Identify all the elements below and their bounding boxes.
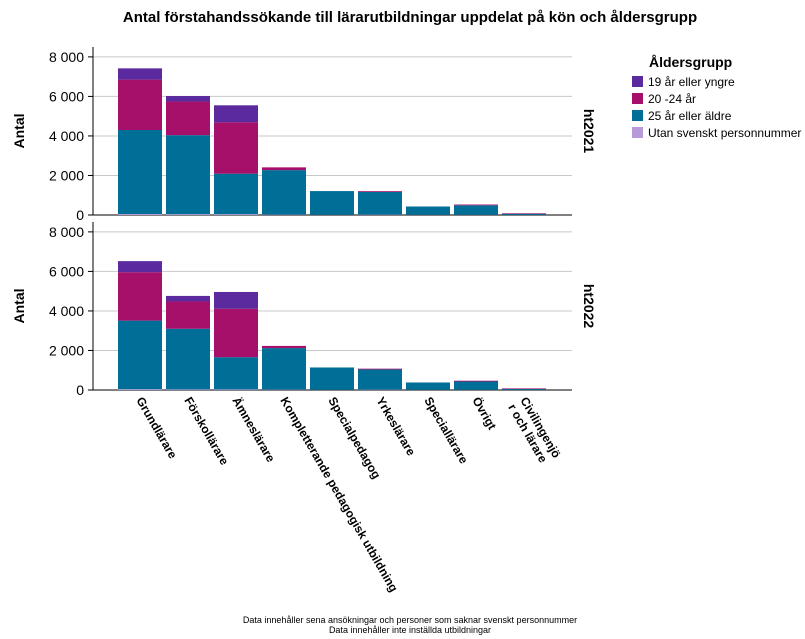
category-label: Grundlärare (133, 395, 180, 462)
bar-ht2021-1-25-r-eller-ldre (166, 135, 210, 215)
y-tick-label: 0 (76, 207, 84, 223)
bar-ht2022-1-20-24-r (166, 301, 210, 329)
bar-ht2021-1-utan-svenskt-personnummer (166, 214, 210, 215)
bar-ht2021-8-20-24-r (502, 213, 546, 214)
bar-ht2021-1-20-24-r (166, 101, 210, 136)
panel-ht2022: 0 2 000 4 000 6 000 8 000 Antal ht2022 (11, 222, 597, 398)
bar-ht2022-1-19-r-eller-yngre (166, 295, 210, 302)
category-label: Speciallärare (421, 395, 471, 467)
bar-ht2021-7-25-r-eller-ldre (454, 205, 498, 215)
legend-entry: 20 -24 år (648, 92, 696, 106)
bar-ht2021-2-20-24-r (214, 122, 258, 174)
y-tick-label: 6 000 (49, 263, 84, 279)
y-axis-label: Antal (11, 289, 27, 324)
bar-ht2022-8-20-24-r (502, 388, 546, 390)
bar-ht2021-0-25-r-eller-ldre (118, 130, 162, 215)
y-tick-label: 4 000 (49, 303, 84, 319)
legend-title: Åldersgrupp (649, 54, 732, 70)
legend-swatch (632, 76, 643, 87)
legend-entry: Utan svenskt personnummer (648, 126, 801, 140)
bar-ht2021-2-utan-svenskt-personnummer (214, 214, 258, 215)
bar-ht2022-5-20-24-r (358, 368, 402, 370)
y-tick-label: 6 000 (49, 88, 84, 104)
bar-ht2022-0-20-24-r (118, 272, 162, 321)
y-tick-label: 2 000 (49, 167, 84, 183)
bar-ht2021-4-25-r-eller-ldre (310, 191, 354, 215)
bar-ht2022-4-25-r-eller-ldre (310, 367, 354, 390)
category-label: Övrigt (469, 394, 500, 432)
bar-ht2021-2-25-r-eller-ldre (214, 173, 258, 215)
category-label: Specialpedagog (325, 395, 383, 482)
footnote-2: Data innehåller inte inställda utbildnin… (329, 625, 491, 635)
legend-swatch (632, 93, 643, 104)
legend: Åldersgrupp 19 år eller yngre 20 -24 år 25 … (632, 54, 801, 140)
bar-ht2022-8-25-r-eller-ldre (502, 389, 546, 390)
bar-ht2022-2-25-r-eller-ldre (214, 357, 258, 390)
bar-ht2022-2-19-r-eller-yngre (214, 291, 258, 309)
y-tick-label: 4 000 (49, 128, 84, 144)
bar-ht2022-2-utan-svenskt-personnummer (214, 389, 258, 390)
bar-ht2022-1-utan-svenskt-personnummer (166, 389, 210, 390)
bar-ht2021-5-25-r-eller-ldre (358, 191, 402, 215)
bar-ht2022-0-19-r-eller-yngre (118, 261, 162, 273)
bar-ht2022-7-25-r-eller-ldre (454, 381, 498, 390)
bar-ht2021-3-25-r-eller-ldre (262, 170, 306, 215)
bar-ht2022-0-utan-svenskt-personnummer (118, 389, 162, 390)
chart-panels: 0 2 000 4 000 6 000 8 000 Antal ht2021 0 2 000 4 … (11, 47, 597, 398)
bar-ht2022-3-25-r-eller-ldre (262, 348, 306, 390)
y-tick-label: 2 000 (49, 342, 84, 358)
bar-ht2021-6-25-r-eller-ldre (406, 206, 450, 215)
bar-ht2021-1-19-r-eller-yngre (166, 96, 210, 102)
category-label: Yrkeslärare (373, 395, 418, 459)
y-tick-label: 0 (76, 382, 84, 398)
bar-ht2021-0-19-r-eller-yngre (118, 68, 162, 80)
footnote-1: Data innehåller sena ansökningar och per… (243, 615, 577, 625)
panel-label: ht2022 (581, 284, 597, 329)
bar-ht2022-6-25-r-eller-ldre (406, 382, 450, 390)
bar-ht2021-2-19-r-eller-yngre (214, 105, 258, 123)
legend-swatch (632, 110, 643, 121)
bar-ht2022-7-20-24-r (454, 380, 498, 382)
legend-swatch (632, 127, 643, 138)
bar-ht2021-0-20-24-r (118, 79, 162, 131)
bar-ht2022-5-25-r-eller-ldre (358, 369, 402, 390)
bar-ht2021-5-20-24-r (358, 191, 402, 192)
category-label: Ämneslärare (229, 394, 279, 465)
category-label: Förskollärare (181, 395, 231, 468)
y-tick-label: 8 000 (49, 49, 84, 65)
bar-ht2021-0-utan-svenskt-personnummer (118, 214, 162, 215)
bar-ht2021-7-20-24-r (454, 204, 498, 206)
panel-ht2021: 0 2 000 4 000 6 000 8 000 Antal ht2021 (11, 47, 597, 223)
category-label: Civilingenjör och lärare (505, 395, 563, 468)
bar-ht2022-1-25-r-eller-ldre (166, 328, 210, 390)
legend-entry: 19 år eller yngre (648, 75, 735, 89)
chart-title: Antal förstahandssökande till lärarutbil… (123, 9, 697, 26)
legend-entry: 25 år eller äldre (648, 109, 732, 123)
bar-ht2022-2-20-24-r (214, 308, 258, 358)
bar-ht2021-3-20-24-r (262, 167, 306, 171)
panel-label: ht2021 (581, 109, 597, 154)
bar-ht2022-3-20-24-r (262, 345, 306, 349)
bar-ht2021-8-25-r-eller-ldre (502, 213, 546, 215)
y-axis-label: Antal (11, 114, 27, 149)
bar-ht2022-0-25-r-eller-ldre (118, 320, 162, 390)
y-tick-label: 8 000 (49, 224, 84, 240)
